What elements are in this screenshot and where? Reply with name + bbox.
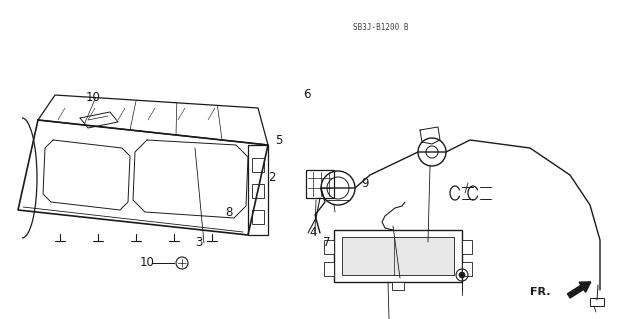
Bar [252,158,264,172]
Bar [324,262,334,276]
Text: FR.: FR. [531,287,551,297]
Text: 7: 7 [323,236,330,249]
Text: 9: 9 [361,177,369,190]
Text: 6: 6 [303,88,311,100]
Text: 10: 10 [140,256,155,270]
Text: 4: 4 [310,226,317,239]
Bar [306,170,334,198]
Text: 5: 5 [275,134,282,147]
Text: 2: 2 [268,171,276,183]
Circle shape [459,272,465,278]
Bar [342,237,454,275]
Text: 10: 10 [85,91,100,104]
Bar [392,282,404,290]
Text: 8: 8 [225,206,233,219]
FancyArrow shape [568,282,591,298]
Bar [462,240,472,254]
Bar [324,240,334,254]
Text: SB3J-B1200 B: SB3J-B1200 B [353,23,408,32]
Text: 3: 3 [195,236,202,249]
Bar [252,210,264,224]
Bar [252,184,264,198]
Bar [590,298,604,306]
Bar [334,230,462,282]
Bar [462,262,472,276]
